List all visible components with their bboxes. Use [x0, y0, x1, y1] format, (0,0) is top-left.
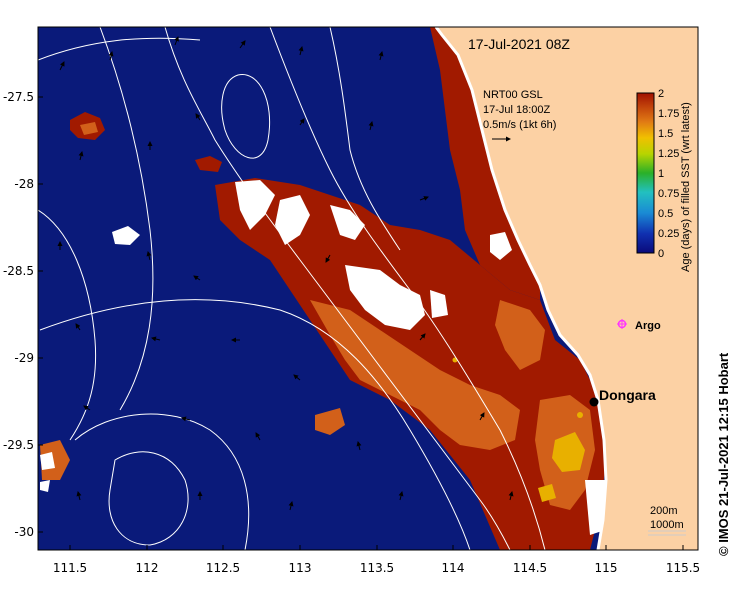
x-tick-label: 115 — [595, 561, 618, 575]
current-arrow — [195, 113, 201, 121]
credit-text: © IMOS 21-Jul-2021 12:15 Hobart — [716, 352, 731, 556]
colorbar-tick-label: 2 — [658, 88, 664, 100]
current-arrow — [239, 40, 246, 49]
product-time: 17-Jul 18:00Z — [483, 104, 551, 116]
x-tick-label: 112 — [136, 561, 159, 575]
colorbar — [636, 92, 655, 254]
current-arrow — [255, 432, 261, 441]
current-arrow — [193, 275, 201, 281]
current-vectors — [57, 36, 514, 511]
sst-recent-patches — [452, 357, 585, 502]
colorbar-tick-label: 1 — [658, 168, 664, 180]
x-tick-label: 114.5 — [513, 561, 547, 575]
y-tick-label: -30 — [14, 525, 34, 539]
current-arrow — [75, 323, 81, 331]
axis-ticks — [38, 96, 684, 550]
x-tick-label: 115.5 — [666, 561, 700, 575]
colorbar-tick-label: 1.5 — [658, 128, 673, 140]
y-tick-label: -29 — [14, 351, 34, 365]
current-arrow — [146, 251, 152, 261]
x-tick-label: 113 — [289, 561, 312, 575]
current-arrow — [419, 333, 426, 341]
current-arrow — [151, 336, 161, 342]
y-tick-label: -28.5 — [3, 264, 34, 278]
current-arrow — [298, 46, 304, 56]
y-tick-label: -27.5 — [3, 90, 34, 104]
current-arrow — [59, 61, 65, 71]
vector-scale-label: 0.5m/s (1kt 6h) — [483, 119, 556, 131]
land-area — [436, 27, 698, 550]
x-tick-label: 111.5 — [53, 561, 87, 575]
colorbar-tick-label: 0.25 — [658, 228, 679, 240]
current-arrow — [508, 491, 514, 501]
current-arrow — [398, 491, 404, 501]
plot-frame — [37, 26, 699, 551]
x-tick-label: 112.5 — [206, 561, 240, 575]
coastal-no-data-strip — [434, 27, 608, 550]
place-label-argo: Argo — [635, 320, 661, 332]
current-arrow — [108, 51, 114, 61]
dongara-marker-dot — [589, 397, 599, 407]
x-tick-label: 113.5 — [360, 561, 394, 575]
current-arrow — [76, 491, 82, 501]
colorbar-tick-label: 1.75 — [658, 108, 679, 120]
place-label-dongara: Dongara — [599, 387, 656, 403]
current-arrow — [325, 254, 331, 263]
colorbar-tick-label: 0.5 — [658, 208, 673, 220]
contour-legend-label: 200m — [650, 505, 678, 517]
current-arrow — [479, 412, 485, 421]
current-arrow — [419, 196, 429, 201]
x-tick-label: 114 — [442, 561, 465, 575]
current-arrow — [181, 416, 191, 422]
colorbar-ticks: 0 0.25 0.5 0.75 1 1.25 1.5 1.75 2 — [658, 88, 679, 260]
product-name: NRT00 GSL — [483, 89, 543, 101]
current-arrow — [78, 151, 84, 161]
contour-legend-label: 1000m — [650, 519, 684, 531]
colorbar-tick-label: 0 — [658, 248, 664, 260]
no-data-patches — [40, 180, 605, 535]
current-arrow — [356, 441, 362, 451]
argo-float-marker — [617, 319, 627, 329]
colorbar-tick-label: 1.25 — [658, 148, 679, 160]
colorbar-label: Age (days) of filled SST (wrt latest) — [680, 102, 692, 272]
current-arrow — [378, 51, 384, 61]
y-tick-label: -29.5 — [3, 438, 34, 452]
colorbar-tick-label: 0.75 — [658, 188, 679, 200]
current-arrow — [299, 118, 305, 126]
current-arrow — [174, 36, 179, 46]
current-arrow — [288, 501, 294, 511]
current-arrow — [368, 121, 374, 131]
y-tick-label: -28 — [14, 177, 34, 191]
current-arrow — [293, 374, 301, 381]
map-plot-area — [38, 27, 698, 550]
map-title: 17-Jul-2021 08Z — [468, 36, 570, 52]
current-arrow — [83, 405, 91, 411]
